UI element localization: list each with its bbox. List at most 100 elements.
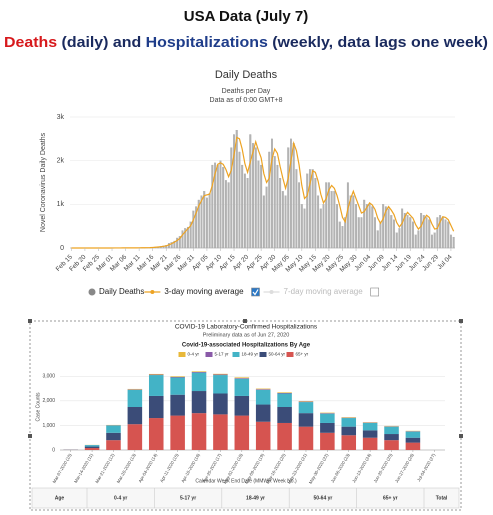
legend-label[interactable]: 65+ yr (296, 352, 309, 357)
bar-segment (213, 414, 228, 450)
bar (246, 178, 249, 249)
bar-segment (84, 446, 100, 449)
bar (192, 210, 195, 249)
bar-segment (213, 373, 228, 375)
bar (203, 191, 206, 249)
y-tick-label: 1k (57, 201, 65, 208)
bar (341, 226, 344, 249)
x-tick-label: Jul 04 (436, 253, 453, 270)
bar-segment (277, 422, 292, 450)
bar (344, 217, 347, 249)
checkmark (252, 289, 259, 296)
bar-segment (341, 426, 357, 436)
legend-label[interactable]: 5-17 yr (215, 352, 230, 357)
bar (262, 195, 265, 249)
y-tick-label: 3k (57, 114, 65, 121)
bar (338, 221, 341, 249)
handle (28, 319, 32, 323)
bar (382, 204, 385, 249)
x-tick-label: Jun-06-2020 (23) (330, 452, 351, 484)
bar-segment (213, 374, 228, 376)
x-tick-label: Mar-28-2020 (13) (116, 452, 137, 484)
bar (241, 164, 244, 249)
line (71, 136, 455, 249)
checkbox[interactable] (251, 287, 260, 297)
bar (276, 164, 279, 249)
bar (363, 199, 366, 249)
y-tick-label: 2,000 (42, 398, 55, 404)
page-title: USA Data (July 7) (184, 8, 308, 25)
legend-label[interactable]: 0-4 yr (188, 352, 200, 357)
chart-subtitle: Deaths per Day (222, 88, 271, 95)
bar-segment (148, 418, 164, 450)
bar (439, 215, 442, 249)
handle (459, 434, 463, 438)
bar-segment (127, 424, 143, 450)
bar-segment (362, 422, 378, 431)
bar-segment (384, 434, 399, 441)
bar-segment (255, 421, 271, 450)
bar-segment (405, 431, 421, 438)
bar (401, 208, 404, 249)
checkbox[interactable] (370, 287, 379, 297)
bar (379, 221, 382, 249)
bar (365, 204, 368, 249)
bar (303, 208, 306, 249)
bar (441, 217, 444, 249)
bar-segment (255, 388, 271, 390)
y-tick-label: 1,000 (42, 423, 55, 429)
x-tick-label: May-30-2020 (22) (308, 452, 330, 485)
chart-title: COVID-19 Laboratory-Confirmed Hospitaliz… (175, 324, 318, 331)
legend-label[interactable]: 18-49 yr (242, 352, 259, 357)
bar (306, 173, 309, 249)
y-tick-label: 0 (60, 245, 64, 252)
y-axis-title: Case Counts (35, 392, 41, 421)
handle (28, 434, 32, 438)
table-header-cell: 50-64 yr (313, 495, 332, 501)
bar (205, 197, 208, 249)
legend-label[interactable]: 50-64 yr (269, 352, 286, 357)
bar (449, 234, 452, 249)
legend-label[interactable]: Daily Deaths (99, 287, 144, 296)
bar-segment (298, 413, 314, 427)
bar (298, 182, 301, 249)
bar (292, 143, 295, 249)
bar (346, 182, 349, 249)
bar-segment (148, 373, 164, 375)
bar (333, 191, 336, 249)
bar (184, 228, 187, 249)
bar-segment (148, 375, 164, 396)
bar-segment (320, 413, 335, 423)
table-header-cell: Total (436, 495, 448, 501)
chart-note: Data as of 0:00 GMT+8 (210, 97, 283, 104)
bar-segment (191, 413, 207, 450)
legend-swatch (205, 352, 213, 357)
bar (222, 167, 225, 249)
bar (444, 219, 447, 249)
bar (393, 219, 395, 249)
x-tick-label: Jun-13-2020 (24) (351, 452, 372, 484)
bar-segment (277, 392, 292, 393)
bar-segment (298, 402, 314, 414)
bar (181, 230, 184, 249)
bar (214, 162, 217, 249)
bar (211, 164, 214, 249)
y-axis-title: Novel Coronavirus Daily Deaths (40, 132, 47, 232)
legend-label[interactable]: 3-day moving average (164, 287, 244, 296)
legend-label[interactable]: 7-day moving average (284, 287, 364, 296)
bar-segment (234, 377, 250, 379)
bar (349, 195, 352, 249)
table-header-cell: 65+ yr (383, 495, 398, 501)
bar-segment (191, 372, 207, 392)
bar-segment (320, 432, 335, 450)
bar-segment (84, 448, 100, 450)
bar (330, 191, 333, 249)
selection-frame (29, 320, 462, 511)
bar-segment (170, 377, 185, 395)
bar (412, 221, 414, 249)
bar-segment (384, 426, 399, 435)
bar (311, 169, 314, 249)
bar (260, 164, 263, 249)
bar (273, 156, 276, 249)
bar (195, 206, 198, 249)
